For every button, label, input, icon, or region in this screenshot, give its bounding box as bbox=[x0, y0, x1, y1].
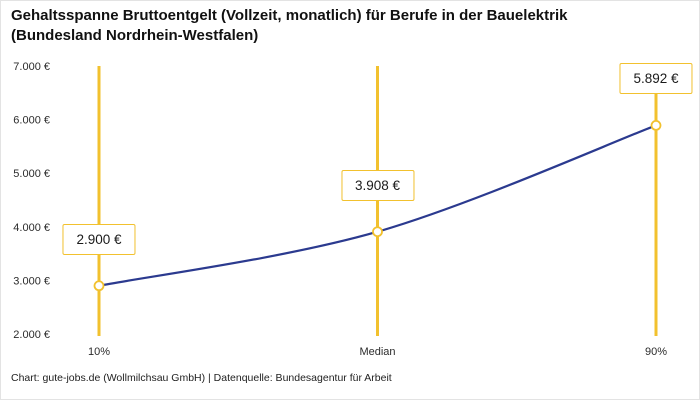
value-label-box: 2.900 € bbox=[62, 223, 136, 255]
x-axis-category-label: Median bbox=[359, 346, 395, 358]
data-point-marker bbox=[93, 280, 105, 292]
y-axis-tick-label: 5.000 € bbox=[13, 168, 50, 180]
chart-credit: Chart: gute-jobs.de (Wollmilchsau GmbH) … bbox=[11, 372, 392, 384]
data-point-marker bbox=[372, 226, 383, 238]
x-axis-category-label: 90% bbox=[645, 346, 667, 358]
data-point-marker bbox=[650, 119, 662, 131]
x-axis-category-label: 10% bbox=[88, 346, 110, 358]
chart-title: Gehaltsspanne Bruttoentgelt (Vollzeit, m… bbox=[11, 7, 568, 44]
value-label-box: 3.908 € bbox=[340, 169, 415, 201]
value-label-box: 5.892 € bbox=[619, 63, 693, 95]
y-axis-tick-label: 3.000 € bbox=[13, 275, 50, 287]
y-axis-tick-label: 2.000 € bbox=[13, 329, 50, 341]
y-axis-tick-label: 6.000 € bbox=[13, 115, 50, 127]
y-axis-tick-label: 7.000 € bbox=[13, 61, 50, 73]
y-axis-tick-label: 4.000 € bbox=[13, 222, 50, 234]
